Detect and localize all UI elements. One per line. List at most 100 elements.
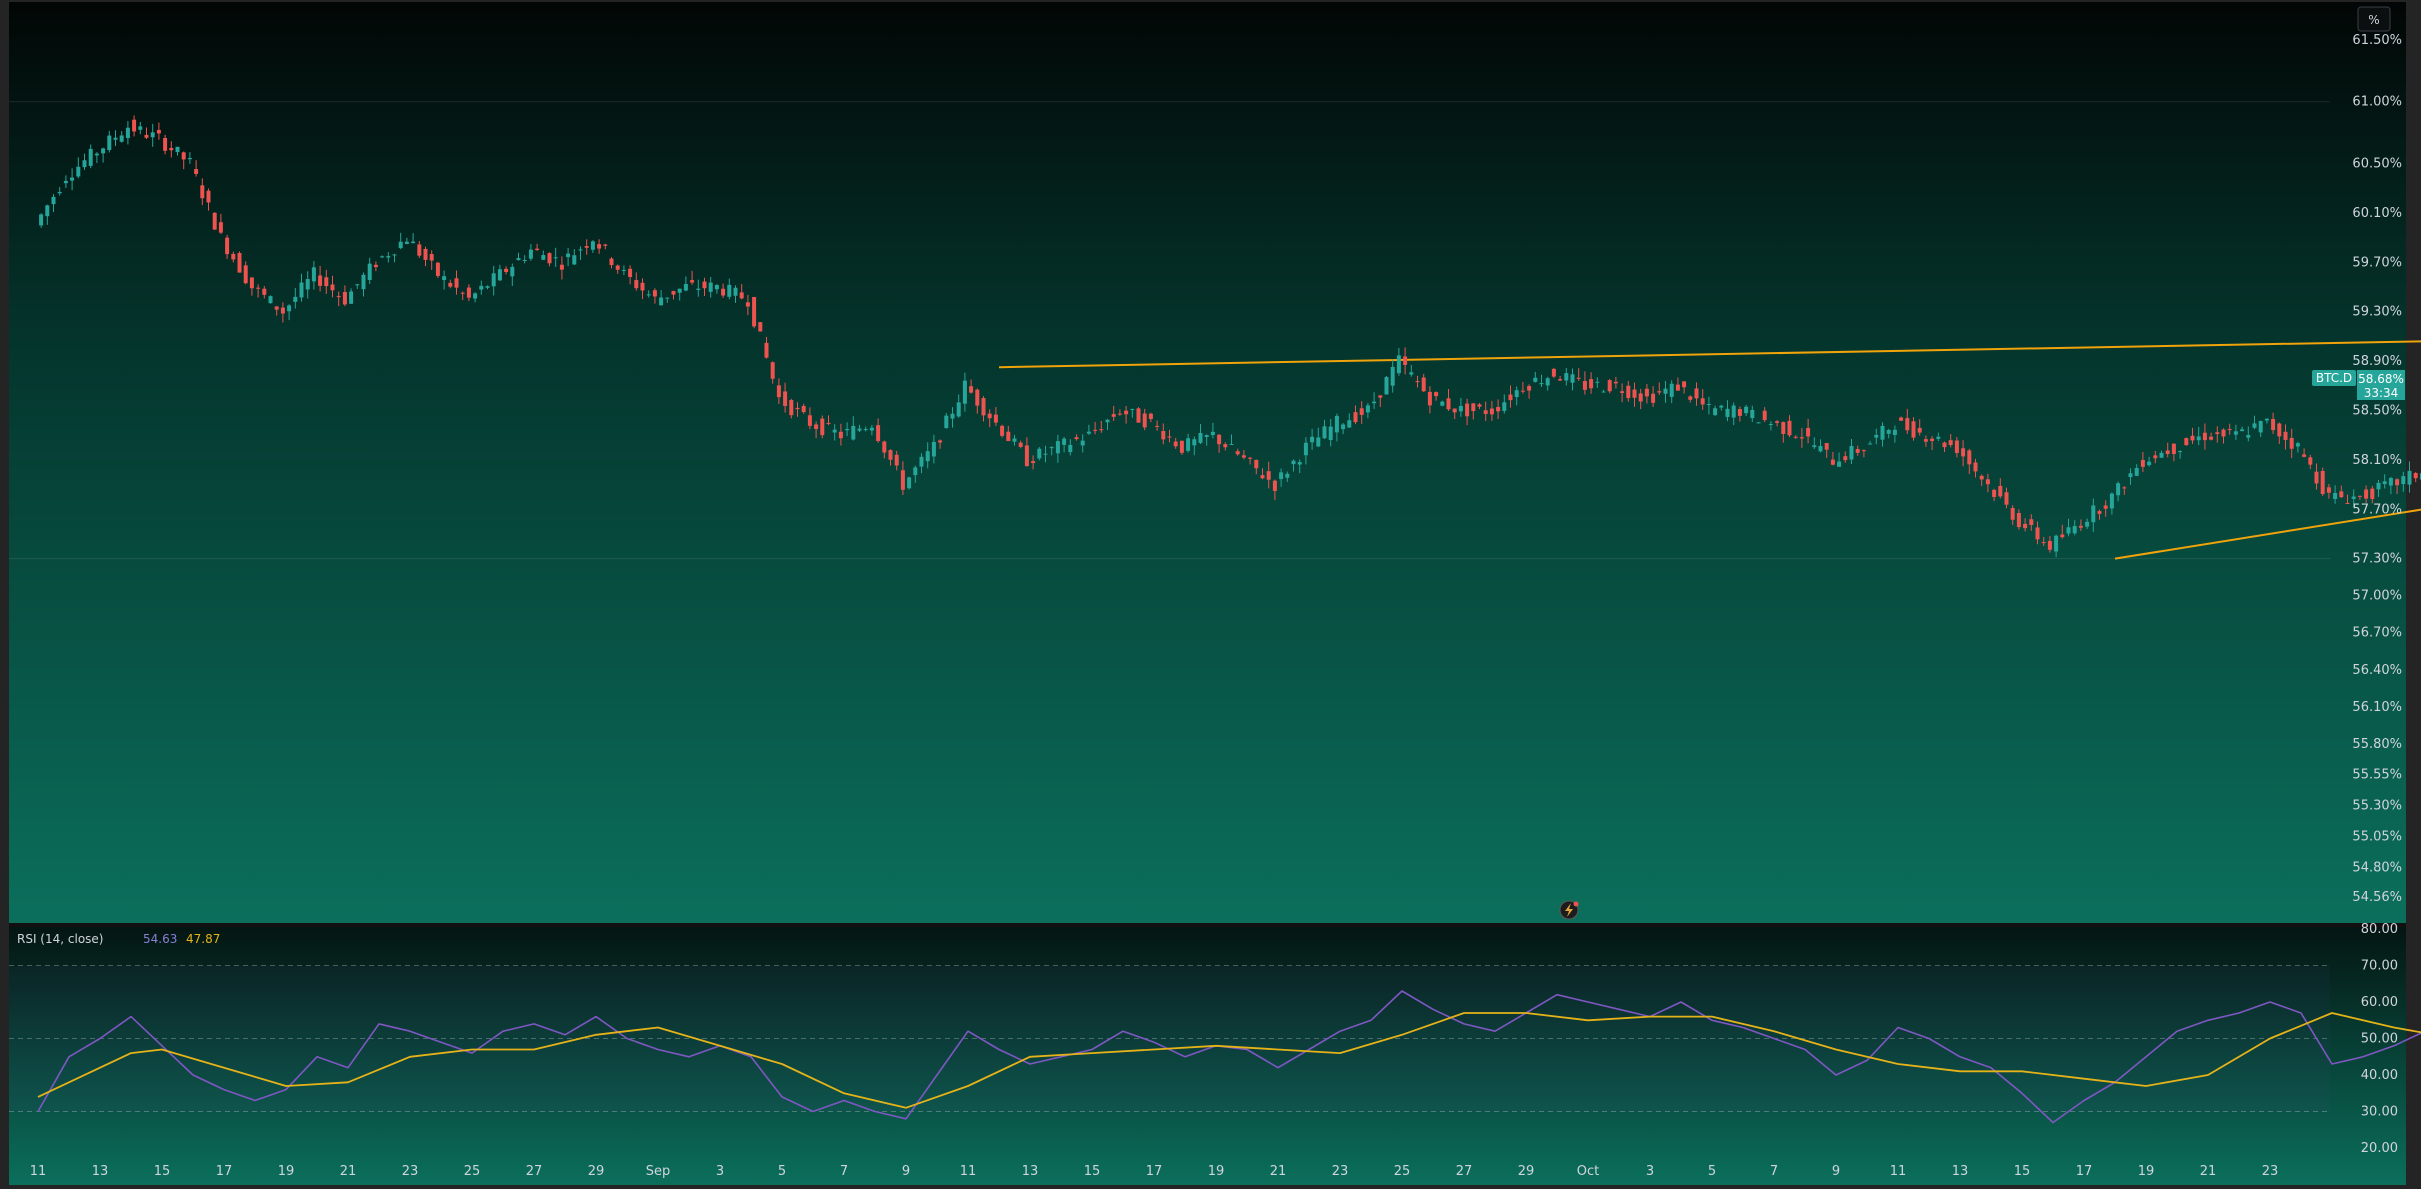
candle-body [107, 135, 112, 151]
time-tick-label: 15 [1084, 1164, 1101, 1179]
trendlines[interactable] [998, 302, 2421, 560]
candle-body [2357, 495, 2362, 497]
candle-body [1551, 368, 1556, 377]
candle-body [1570, 374, 1575, 383]
candle-body [1719, 405, 1724, 408]
candle-body [1855, 449, 1860, 453]
candle-body [1651, 393, 1656, 403]
candle-body [1843, 456, 1848, 461]
time-tick-label: 9 [902, 1164, 910, 1179]
rsi-tick-label: 80.00 [2361, 922, 2398, 937]
candle-body [1905, 418, 1910, 431]
candle-body [2153, 455, 2158, 459]
lightning-icon[interactable] [1559, 900, 1579, 920]
rsi-legend[interactable]: RSI (14, close) 54.63 47.87 [17, 932, 220, 946]
candle-body [727, 284, 732, 297]
time-tick-label: 23 [2262, 1164, 2279, 1179]
candle-body [454, 278, 459, 288]
candle-body [1527, 386, 1532, 391]
candle-body [76, 166, 81, 177]
candle-body [94, 153, 99, 156]
candle-body [1260, 475, 1265, 479]
candle-body [342, 292, 347, 305]
candle-body [2029, 519, 2034, 526]
candle-body [832, 429, 837, 433]
candle-body [1520, 390, 1525, 392]
candle-body [156, 129, 161, 134]
candle-body [1992, 489, 1997, 497]
candle-body [63, 180, 68, 184]
candle-body [225, 237, 230, 255]
candle-body [1248, 457, 1253, 459]
rsi-legend-label[interactable]: RSI (14, close) [17, 932, 103, 946]
time-axis[interactable]: 11 13 15 17 19 21 23 25 27 29 Sep 3 5 7 9 11 13 15 17 19 21 2… [30, 1164, 2279, 1179]
price-tick-label: 58.10% [2352, 453, 2402, 468]
time-tick-label: 11 [960, 1164, 977, 1179]
candle-body [652, 290, 657, 297]
rsi-tick-label: 60.00 [2361, 995, 2398, 1010]
candle-body [969, 386, 974, 393]
candle-body [1923, 439, 1928, 442]
candle-body [776, 385, 781, 398]
candle-body [2010, 508, 2015, 520]
candle-body [900, 470, 905, 490]
candle-body [739, 292, 744, 299]
candle-body [1111, 414, 1116, 417]
candle-body [1818, 445, 1823, 452]
rsi-axis[interactable]: 80.00 70.00 60.00 50.00 40.00 30.00 20.00 [2361, 922, 2398, 1156]
candle-body [2246, 435, 2251, 438]
candle-body [398, 241, 403, 249]
candle-body [497, 269, 502, 281]
candle-body [1043, 453, 1048, 455]
candle-body [2283, 431, 2288, 440]
price-axis[interactable]: 61.50% 61.00% 60.50% 60.10% 59.70% 59.30% 58.9… [2352, 33, 2402, 905]
time-tick-label: 13 [1952, 1164, 1969, 1179]
candle-body [1322, 426, 1327, 439]
candle-body [745, 302, 750, 307]
trendline-lower-support[interactable] [2114, 310, 2421, 560]
candle-body [1973, 462, 1978, 472]
candle-body [665, 297, 670, 299]
candle-body [721, 288, 726, 296]
candle-body [1099, 429, 1104, 431]
candle-body [473, 293, 478, 299]
candle-body [268, 296, 273, 304]
candle-body [1886, 430, 1891, 434]
candle-body [1669, 383, 1674, 397]
candle-body [696, 288, 701, 290]
candle-body [659, 297, 664, 306]
candle-body [1675, 384, 1680, 391]
candle-body [2326, 487, 2331, 493]
candle-body [1775, 421, 1780, 423]
candle-body [299, 282, 304, 298]
candle-body [51, 196, 56, 205]
candle-body [1700, 398, 1705, 405]
candle-body [150, 132, 155, 138]
candle-body [2333, 492, 2338, 500]
candle-body [2271, 419, 2276, 431]
candle-body [2122, 487, 2127, 489]
candle-body [2128, 473, 2133, 478]
candle-body [82, 160, 87, 168]
candle-body [807, 415, 812, 426]
percent-toggle-bg[interactable] [2357, 6, 2391, 32]
percent-toggle-label[interactable]: % [2368, 13, 2379, 27]
candle-body [1930, 438, 1935, 442]
percent-toggle-button[interactable]: % [2357, 6, 2391, 32]
trendline-upper-resistance[interactable] [998, 302, 2421, 369]
price-tick-label: 56.70% [2352, 626, 2402, 641]
candle-body [1012, 438, 1017, 442]
candle-body [1316, 437, 1321, 447]
candle-body [1055, 441, 1060, 454]
candle-body [2147, 461, 2152, 466]
candle-body [1458, 405, 1463, 412]
candle-body [2190, 435, 2195, 441]
candle-body [1155, 425, 1160, 427]
candle-body [1762, 410, 1767, 421]
pane-divider[interactable] [9, 923, 2406, 927]
candle-body [857, 428, 862, 431]
candle-body [1000, 425, 1005, 436]
candle-body [2295, 443, 2300, 447]
candle-body [355, 284, 360, 286]
